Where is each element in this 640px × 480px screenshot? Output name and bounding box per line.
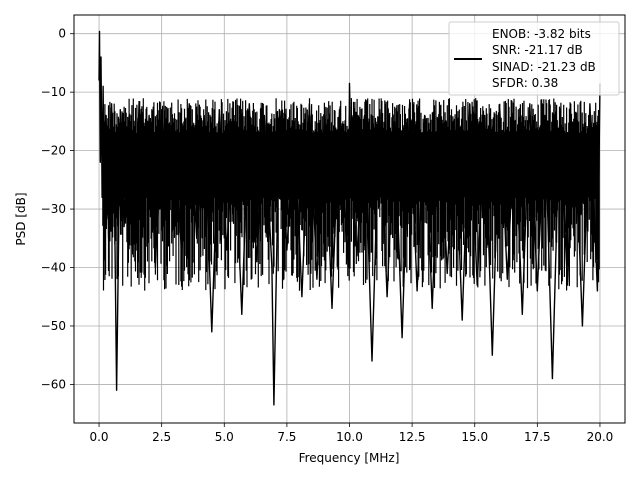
- y-tick-label-5: −50: [41, 319, 66, 333]
- x-tick-label-2: 5.0: [215, 430, 234, 444]
- y-axis-label: PSD [dB]: [14, 192, 28, 245]
- y-axis-ticks: 0 −10 −20 −30 −40 −50 −60: [41, 27, 74, 391]
- psd-series: [98, 30, 601, 406]
- legend-enob: ENOB: -3.82 bits: [492, 27, 591, 41]
- x-tick-label-4: 10.0: [336, 430, 363, 444]
- x-tick-label-6: 15.0: [461, 430, 488, 444]
- x-tick-label-1: 2.5: [152, 430, 171, 444]
- y-tick-label-3: −30: [41, 202, 66, 216]
- y-tick-label-4: −40: [41, 261, 66, 275]
- x-tick-label-0: 0.0: [89, 430, 108, 444]
- x-axis-ticks: 0.0 2.5 5.0 7.5 10.0 12.5 15.0 17.5 20.0: [89, 423, 613, 444]
- legend-snr: SNR: -21.17 dB: [492, 43, 583, 57]
- x-tick-label-7: 17.5: [524, 430, 551, 444]
- legend-box: [448, 21, 620, 96]
- y-tick-label-2: −20: [41, 144, 66, 158]
- legend: ENOB: -3.82 bits SNR: -21.17 dB SINAD: -…: [448, 21, 620, 96]
- series-line-0: [98, 30, 601, 406]
- legend-sfdr: SFDR: 0.38: [492, 76, 558, 90]
- x-tick-label-8: 20.0: [587, 430, 614, 444]
- x-axis-label: Frequency [MHz]: [299, 451, 400, 465]
- y-tick-label-6: −60: [41, 377, 66, 391]
- x-tick-label-3: 7.5: [277, 430, 296, 444]
- legend-sinad: SINAD: -21.23 dB: [492, 60, 596, 74]
- y-tick-label-0: 0: [58, 27, 66, 41]
- y-tick-label-1: −10: [41, 85, 66, 99]
- x-tick-label-5: 12.5: [399, 430, 426, 444]
